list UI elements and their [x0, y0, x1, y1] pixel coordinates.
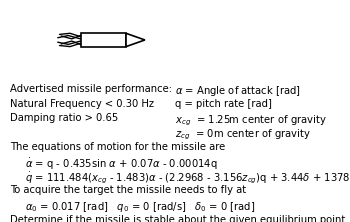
- Text: The equations of motion for the missile are: The equations of motion for the missile …: [10, 142, 226, 152]
- Bar: [80, 33, 126, 47]
- Text: q = pitch rate [rad]: q = pitch rate [rad]: [175, 99, 272, 109]
- Text: $\alpha$ = Angle of attack [rad]: $\alpha$ = Angle of attack [rad]: [175, 84, 301, 98]
- Text: To acquire the target the missile needs to fly at: To acquire the target the missile needs …: [10, 185, 247, 195]
- Text: Natural Frequency < 0.30 Hz: Natural Frequency < 0.30 Hz: [10, 99, 154, 109]
- Text: $\dot{\alpha}$ = q - 0.435sin $\alpha$ + 0.07$\alpha$ - 0.00014q: $\dot{\alpha}$ = q - 0.435sin $\alpha$ +…: [25, 157, 217, 172]
- Text: Determine if the missile is stable about the given equilibrium point.: Determine if the missile is stable about…: [10, 215, 349, 222]
- Text: Damping ratio > 0.65: Damping ratio > 0.65: [10, 113, 119, 123]
- Text: $x_{cg}$  = 1.25m center of gravity: $x_{cg}$ = 1.25m center of gravity: [175, 113, 327, 128]
- Text: $z_{cg}$  = 0m center of gravity: $z_{cg}$ = 0m center of gravity: [175, 128, 311, 142]
- Text: $\dot{q}$ = 111.484($x_{cg}$ - 1.483)$\alpha$ - (2.2968 - 3.156$z_{cg}$)q + 3.44: $\dot{q}$ = 111.484($x_{cg}$ - 1.483)$\a…: [25, 171, 350, 186]
- Text: $\alpha_0$ = 0.017 [rad]   $q_0$ = 0 [rad/s]   $\delta_0$ = 0 [rad]: $\alpha_0$ = 0.017 [rad] $q_0$ = 0 [rad/…: [25, 200, 255, 214]
- Polygon shape: [126, 33, 145, 47]
- Text: Advertised missile performance:: Advertised missile performance:: [10, 84, 173, 94]
